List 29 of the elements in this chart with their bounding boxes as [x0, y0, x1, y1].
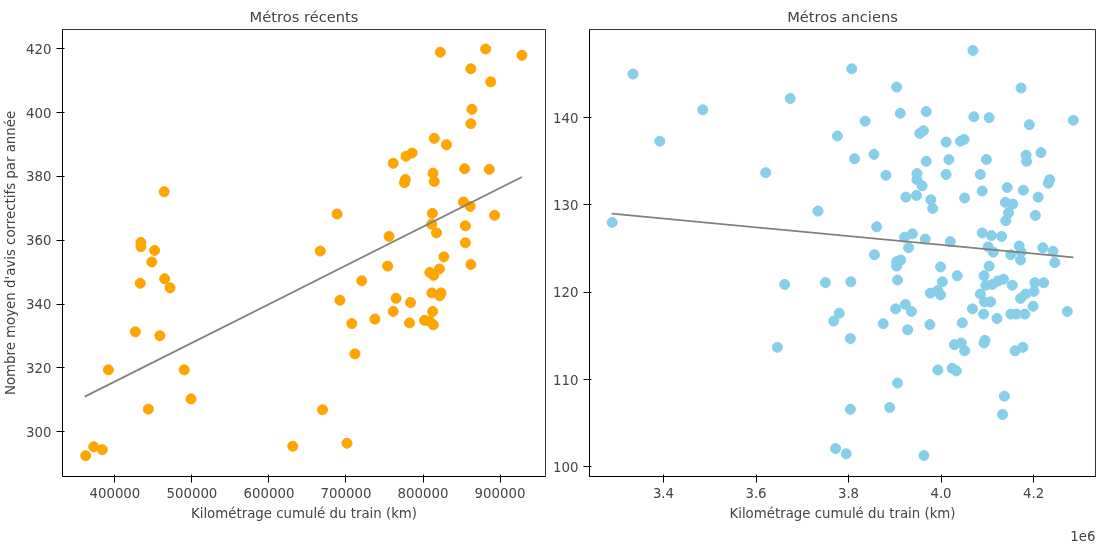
- y-tick-label: 120: [553, 285, 579, 301]
- x-tick-label: 700000: [320, 485, 372, 501]
- x-tick-label: 3.6: [745, 485, 767, 501]
- x-axis-title: Kilométrage cumulé du train (km): [729, 505, 956, 521]
- text: 1e6: [1070, 528, 1096, 544]
- y-tick-label: 360: [26, 233, 52, 249]
- y-tick-label: 100: [553, 459, 579, 475]
- x-tick-label: 600000: [243, 485, 295, 501]
- y-tick-label: 420: [26, 41, 52, 57]
- chart-title: Métros récents: [249, 7, 359, 25]
- x-tick-label: 400000: [89, 485, 141, 501]
- y-axis-title: Nombre moyen d'avis correctifs par année: [3, 110, 19, 396]
- x-tick-label: 3.8: [837, 485, 860, 501]
- y-tick-label: 400: [26, 105, 52, 121]
- x-tick-label: 800000: [397, 485, 449, 501]
- chart-title: Métros anciens: [787, 7, 898, 25]
- y-tick-label: 380: [26, 169, 52, 185]
- x-tick-label: 900000: [474, 485, 526, 501]
- y-tick-label: 320: [26, 360, 52, 376]
- y-tick-label: 130: [553, 197, 579, 213]
- x-tick-label: 4.2: [1022, 485, 1045, 501]
- x-tick-label: 500000: [166, 485, 218, 501]
- x-tick-label: 4.0: [930, 485, 952, 501]
- y-tick-label: 300: [26, 424, 52, 440]
- y-tick-label: 110: [553, 372, 579, 388]
- x-axis-title: Kilométrage cumulé du train (km): [190, 505, 418, 521]
- y-tick-label: 340: [26, 297, 52, 313]
- x-tick-label: 3.4: [652, 485, 675, 501]
- y-tick-label: 140: [553, 110, 579, 126]
